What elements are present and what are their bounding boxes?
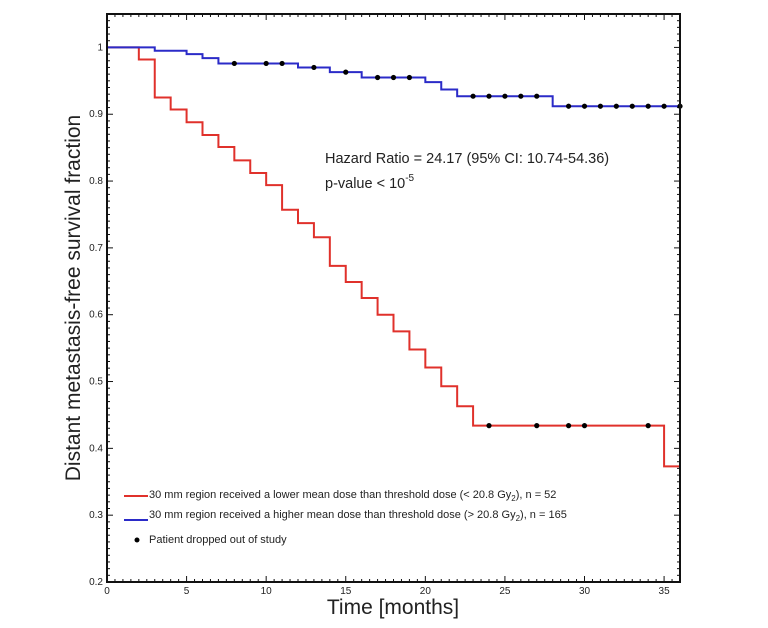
high-dose-censor-marker — [279, 60, 285, 67]
high-dose-censor-marker — [406, 74, 413, 81]
legend-label-high-dose: 30 mm region received a higher mean dose… — [149, 509, 567, 523]
high-dose-curve — [107, 46, 680, 108]
high-dose-censor-marker — [470, 93, 476, 99]
x-tick-label: 0 — [104, 586, 110, 597]
high-dose-censor-marker — [390, 74, 397, 81]
p-value-text: p-value < 10 — [325, 176, 405, 192]
high-dose-censor-marker — [343, 69, 349, 75]
plot-frame — [106, 13, 681, 583]
legend-label-censored: Patient dropped out of study — [149, 534, 287, 546]
x-axis-label: Time [months] — [327, 596, 459, 619]
high-dose-censor-marker — [581, 103, 588, 109]
low-dose-censor-marker — [645, 423, 651, 429]
high-dose-censor-marker — [518, 93, 524, 99]
high-dose-censor-marker — [597, 103, 604, 109]
y-tick-label: 0.4 — [89, 443, 103, 454]
hazard-ratio-annotation: Hazard Ratio = 24.17 (95% CI: 10.74-54.3… — [325, 151, 609, 167]
high-dose-censor-marker — [231, 60, 237, 67]
y-tick-label: 0.9 — [89, 109, 103, 120]
y-tick-label: 0.3 — [89, 510, 103, 521]
low-dose-censor-marker — [486, 423, 492, 429]
low-dose-curve — [107, 46, 680, 468]
x-tick-label: 30 — [579, 586, 591, 597]
legend-censor-marker — [134, 537, 140, 543]
high-dose-censor-marker — [534, 93, 540, 99]
high-dose-censor-marker — [374, 74, 381, 81]
y-axis-label: Distant metastasis-free survival fractio… — [62, 115, 85, 481]
y-tick-label: 0.7 — [89, 243, 103, 254]
legend-label-low-dose: 30 mm region received a lower mean dose … — [149, 489, 556, 503]
high-dose-censor-marker — [263, 60, 269, 67]
y-tick-label: 0.8 — [89, 176, 103, 187]
y-tick-label: 0.2 — [89, 577, 103, 588]
high-dose-censor-marker — [565, 103, 572, 109]
high-dose-censor-marker — [629, 103, 635, 109]
low-dose-censor-marker — [565, 423, 572, 429]
low-dose-censor-marker — [581, 423, 588, 429]
legend: 30 mm region received a lower mean dose … — [124, 489, 567, 546]
y-tick-label: 0.6 — [89, 310, 103, 321]
x-tick-label: 10 — [261, 586, 273, 597]
high-dose-censor-marker — [502, 93, 508, 99]
p-value-exponent: -5 — [405, 173, 414, 184]
high-dose-censor-marker — [613, 103, 619, 109]
p-value-annotation: p-value < 10-5 — [325, 173, 415, 192]
x-tick-label: 20 — [420, 586, 432, 597]
y-tick-label: 0.5 — [89, 377, 103, 388]
high-dose-censor-marker — [661, 103, 667, 109]
high-dose-censor-marker — [486, 93, 492, 99]
low-dose-censor-marker — [534, 423, 540, 429]
high-dose-censor-marker — [311, 64, 317, 71]
high-dose-censor-marker — [645, 103, 651, 109]
x-tick-label: 25 — [499, 586, 511, 597]
y-tick-label: 1 — [97, 42, 103, 53]
x-tick-label: 15 — [340, 586, 352, 597]
x-tick-label: 5 — [184, 586, 190, 597]
x-tick-label: 35 — [659, 586, 671, 597]
